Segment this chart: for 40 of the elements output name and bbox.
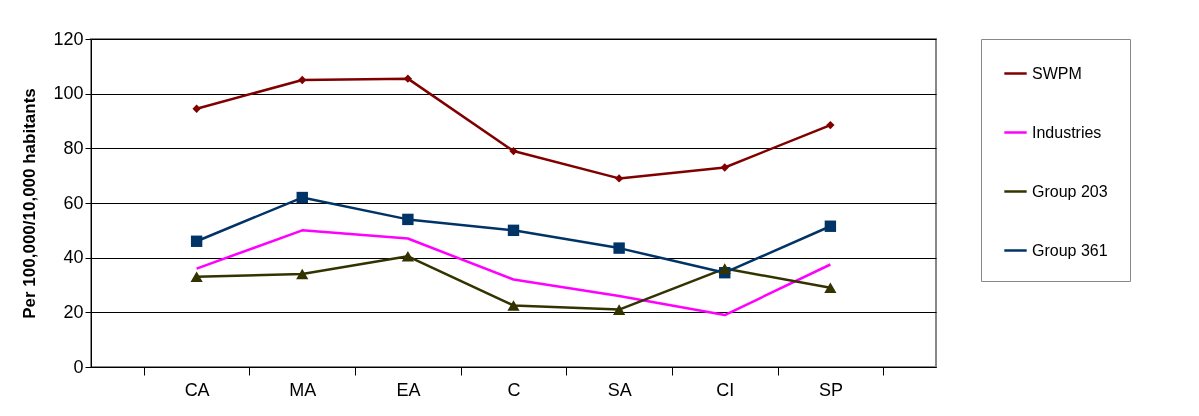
legend-label: Group 361 — [1032, 241, 1108, 259]
point — [296, 268, 309, 280]
point — [824, 220, 837, 232]
y-tick-label: 100 — [53, 83, 84, 104]
point — [824, 282, 837, 294]
point — [718, 263, 731, 274]
x-tick-label: C — [507, 379, 521, 400]
point — [298, 75, 307, 85]
legend-label: Industries — [1032, 123, 1102, 141]
point — [614, 174, 624, 183]
x-tick-label: CI — [716, 379, 735, 400]
point — [720, 163, 729, 172]
y-tick-label: 80 — [63, 137, 84, 158]
point — [402, 213, 414, 226]
x-tick-label: SA — [607, 379, 632, 400]
point — [403, 74, 413, 83]
point — [507, 224, 520, 237]
y-tick-label: 40 — [63, 247, 84, 268]
y-tick-label: 20 — [63, 301, 84, 322]
legend-label: SWPM — [1032, 64, 1082, 82]
legend-label: Group 203 — [1032, 182, 1108, 200]
point — [190, 235, 203, 247]
x-tick-label: SP — [818, 379, 843, 400]
x-tick-label: MA — [289, 379, 317, 400]
x-tick-label: CA — [184, 379, 210, 400]
point — [190, 271, 203, 283]
point — [826, 120, 835, 130]
point — [401, 251, 414, 262]
point — [509, 146, 518, 156]
y-axis-title: Per 100,000/10,000 habitants — [20, 88, 40, 319]
x-tick-label: EA — [396, 379, 421, 400]
y-tick-label: 120 — [53, 28, 84, 49]
y-tick-label: 0 — [73, 356, 84, 377]
point — [507, 300, 520, 311]
line-series — [195, 229, 832, 317]
y-tick-label: 60 — [63, 192, 84, 213]
point — [613, 242, 625, 254]
point — [296, 191, 308, 204]
point — [613, 304, 626, 315]
point — [192, 104, 201, 113]
